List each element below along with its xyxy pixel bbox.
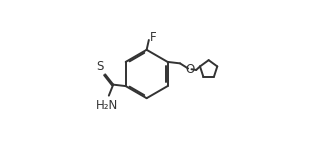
Text: F: F [149,31,156,44]
Text: O: O [185,63,194,76]
Text: H₂N: H₂N [96,99,118,112]
Text: S: S [96,60,104,73]
